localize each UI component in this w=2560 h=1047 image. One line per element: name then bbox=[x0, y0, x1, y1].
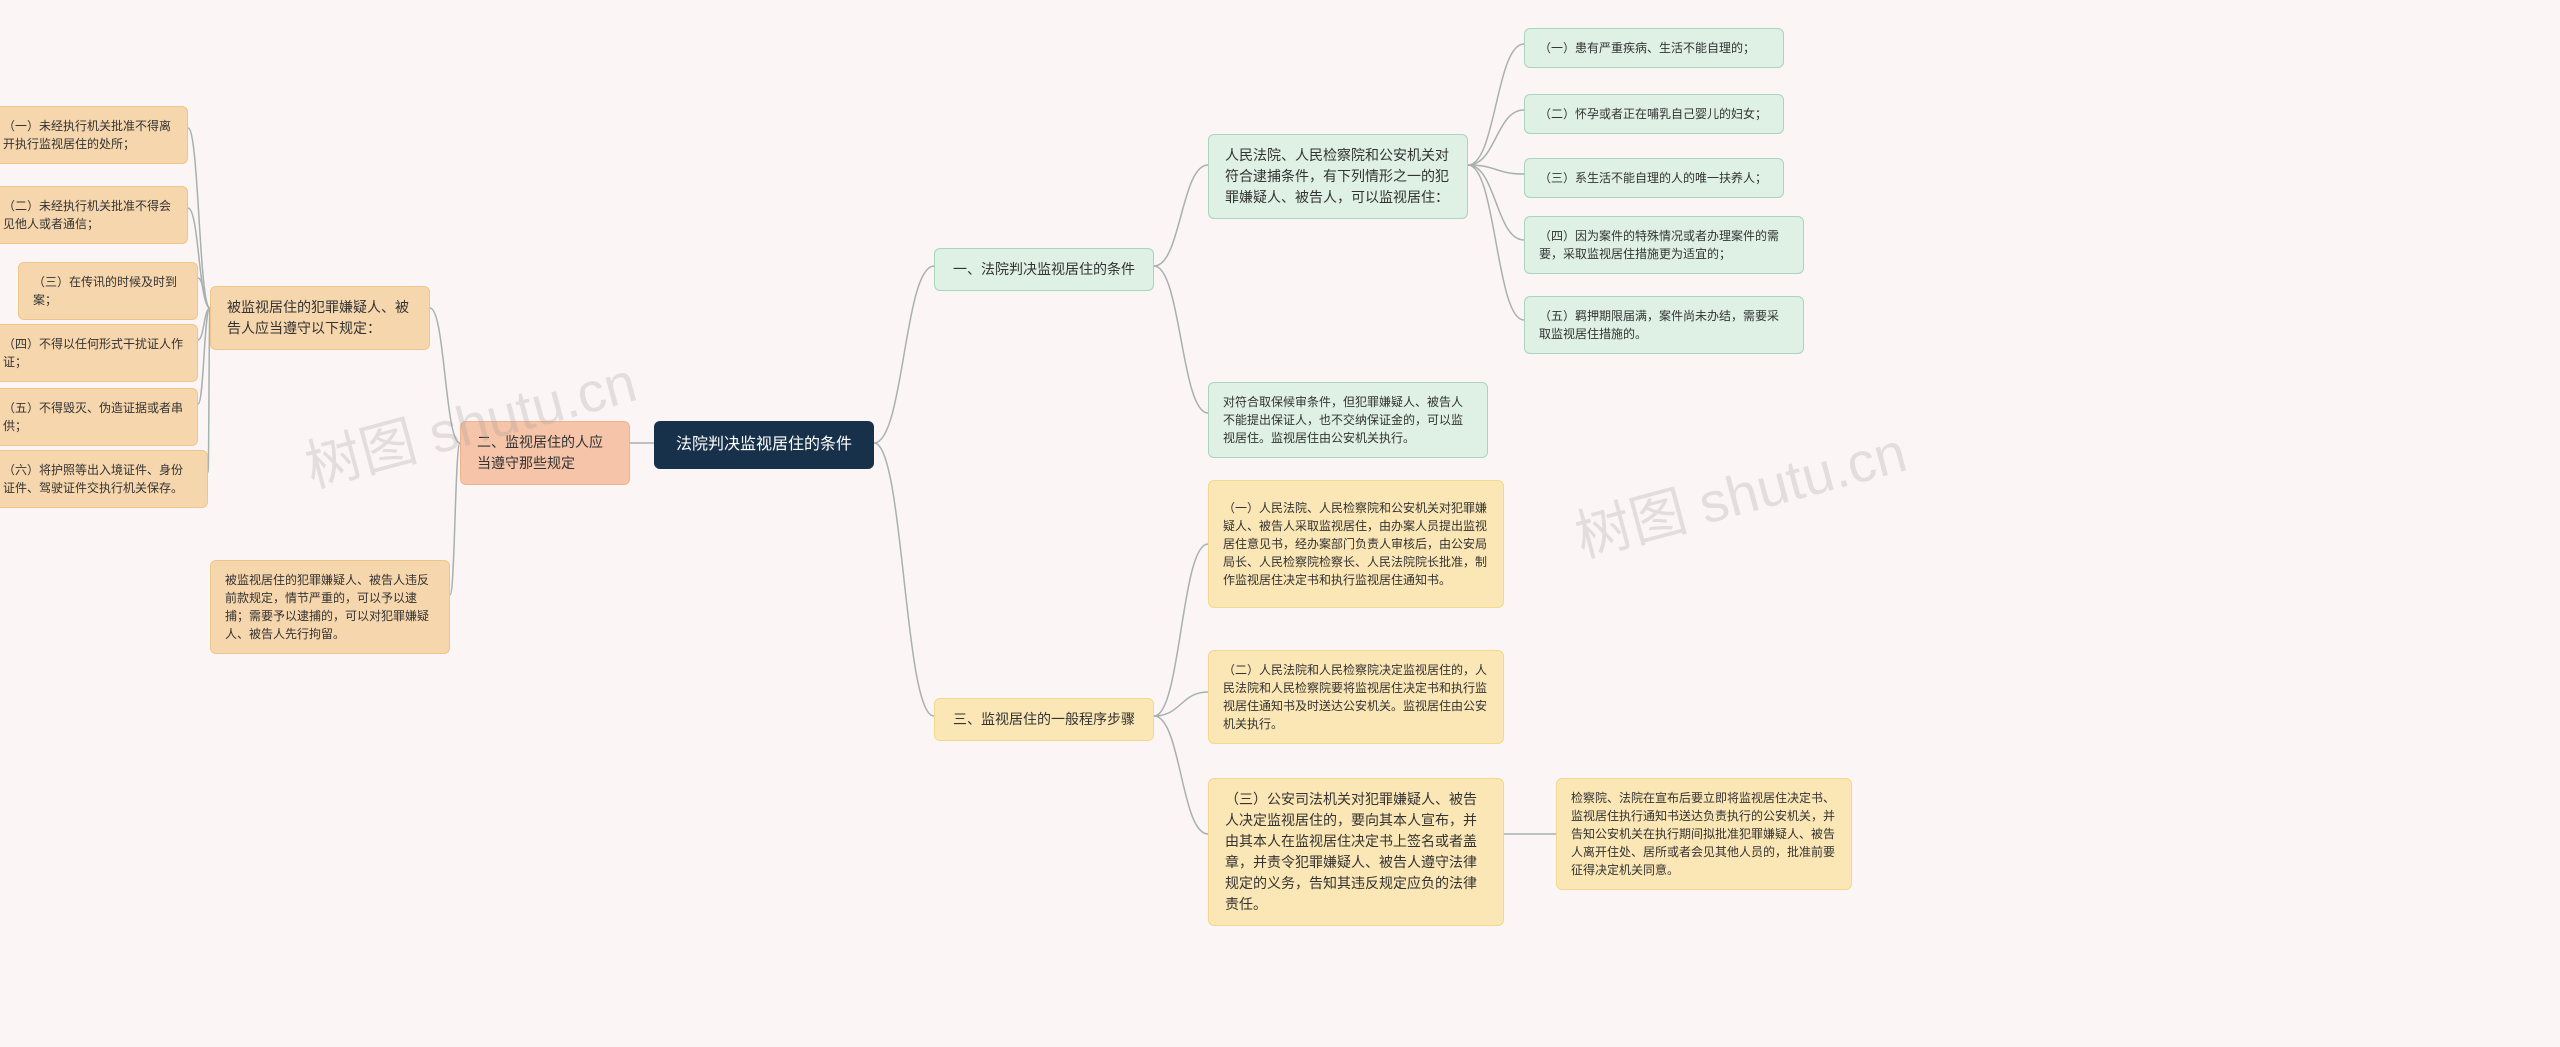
node-r1a1[interactable]: （一）患有严重疾病、生活不能自理的； bbox=[1524, 28, 1784, 68]
node-r1a[interactable]: 人民法院、人民检察院和公安机关对符合逮捕条件，有下列情形之一的犯罪嫌疑人、被告人… bbox=[1208, 134, 1468, 219]
node-label: （五）羁押期限届满，案件尚未办结，需要采取监视居住措施的。 bbox=[1539, 307, 1789, 343]
node-r3c1[interactable]: 检察院、法院在宣布后要立即将监视居住决定书、监视居住执行通知书送达负责执行的公安… bbox=[1556, 778, 1852, 890]
node-r3b[interactable]: （二）人民法院和人民检察院决定监视居住的，人民法院和人民检察院要将监视居住决定书… bbox=[1208, 650, 1504, 744]
node-l2a[interactable]: 被监视居住的犯罪嫌疑人、被告人应当遵守以下规定： bbox=[210, 286, 430, 350]
node-l2a6[interactable]: （六）将护照等出入境证件、身份证件、驾驶证件交执行机关保存。 bbox=[0, 450, 208, 508]
node-l2a2[interactable]: （二）未经执行机关批准不得会见他人或者通信； bbox=[0, 186, 188, 244]
node-label: 对符合取保候审条件，但犯罪嫌疑人、被告人不能提出保证人，也不交纳保证金的，可以监… bbox=[1223, 393, 1473, 447]
node-label: （二）人民法院和人民检察院决定监视居住的，人民法院和人民检察院要将监视居住决定书… bbox=[1223, 661, 1489, 733]
node-l2a4[interactable]: （四）不得以任何形式干扰证人作证； bbox=[0, 324, 198, 382]
node-r1[interactable]: 一、法院判决监视居住的条件 bbox=[934, 248, 1154, 291]
node-label: （一）患有严重疾病、生活不能自理的； bbox=[1539, 39, 1755, 57]
node-r1a5[interactable]: （五）羁押期限届满，案件尚未办结，需要采取监视居住措施的。 bbox=[1524, 296, 1804, 354]
watermark: 树图 shutu.cn bbox=[1565, 407, 1914, 573]
node-label: （四）不得以任何形式干扰证人作证； bbox=[3, 335, 183, 371]
node-label: （五）不得毁灭、伪造证据或者串供； bbox=[3, 399, 183, 435]
node-label: 被监视居住的犯罪嫌疑人、被告人应当遵守以下规定： bbox=[227, 297, 413, 339]
node-r1a3[interactable]: （三）系生活不能自理的人的唯一扶养人； bbox=[1524, 158, 1784, 198]
node-label: 被监视居住的犯罪嫌疑人、被告人违反前款规定，情节严重的，可以予以逮捕；需要予以逮… bbox=[225, 571, 435, 643]
node-root[interactable]: 法院判决监视居住的条件 bbox=[654, 421, 874, 469]
node-l2a1[interactable]: （一）未经执行机关批准不得离开执行监视居住的处所； bbox=[0, 106, 188, 164]
node-label: （三）公安司法机关对犯罪嫌疑人、被告人决定监视居住的，要向其本人宣布，并由其本人… bbox=[1225, 789, 1487, 915]
node-label: （一）人民法院、人民检察院和公安机关对犯罪嫌疑人、被告人采取监视居住，由办案人员… bbox=[1223, 499, 1489, 589]
node-label: 三、监视居住的一般程序步骤 bbox=[953, 709, 1135, 730]
node-l2a5[interactable]: （五）不得毁灭、伪造证据或者串供； bbox=[0, 388, 198, 446]
node-label: （三）系生活不能自理的人的唯一扶养人； bbox=[1539, 169, 1767, 187]
node-label: （三）在传讯的时候及时到案； bbox=[33, 273, 183, 309]
node-label: （二）未经执行机关批准不得会见他人或者通信； bbox=[3, 197, 173, 233]
node-r1b[interactable]: 对符合取保候审条件，但犯罪嫌疑人、被告人不能提出保证人，也不交纳保证金的，可以监… bbox=[1208, 382, 1488, 458]
node-r3a[interactable]: （一）人民法院、人民检察院和公安机关对犯罪嫌疑人、被告人采取监视居住，由办案人员… bbox=[1208, 480, 1504, 608]
node-l2a3[interactable]: （三）在传讯的时候及时到案； bbox=[18, 262, 198, 320]
node-r3[interactable]: 三、监视居住的一般程序步骤 bbox=[934, 698, 1154, 741]
node-label: （四）因为案件的特殊情况或者办理案件的需要，采取监视居住措施更为适宜的； bbox=[1539, 227, 1789, 263]
node-label: 一、法院判决监视居住的条件 bbox=[953, 259, 1135, 280]
node-l2b[interactable]: 被监视居住的犯罪嫌疑人、被告人违反前款规定，情节严重的，可以予以逮捕；需要予以逮… bbox=[210, 560, 450, 654]
node-label: 人民法院、人民检察院和公安机关对符合逮捕条件，有下列情形之一的犯罪嫌疑人、被告人… bbox=[1225, 145, 1451, 208]
node-label: 法院判决监视居住的条件 bbox=[676, 433, 852, 457]
node-label: （二）怀孕或者正在哺乳自己婴儿的妇女； bbox=[1539, 105, 1767, 123]
node-r1a4[interactable]: （四）因为案件的特殊情况或者办理案件的需要，采取监视居住措施更为适宜的； bbox=[1524, 216, 1804, 274]
node-label: （六）将护照等出入境证件、身份证件、驾驶证件交执行机关保存。 bbox=[3, 461, 193, 497]
node-r1a2[interactable]: （二）怀孕或者正在哺乳自己婴儿的妇女； bbox=[1524, 94, 1784, 134]
node-label: 检察院、法院在宣布后要立即将监视居住决定书、监视居住执行通知书送达负责执行的公安… bbox=[1571, 789, 1837, 879]
node-r3c[interactable]: （三）公安司法机关对犯罪嫌疑人、被告人决定监视居住的，要向其本人宣布，并由其本人… bbox=[1208, 778, 1504, 926]
node-label: （一）未经执行机关批准不得离开执行监视居住的处所； bbox=[3, 117, 173, 153]
